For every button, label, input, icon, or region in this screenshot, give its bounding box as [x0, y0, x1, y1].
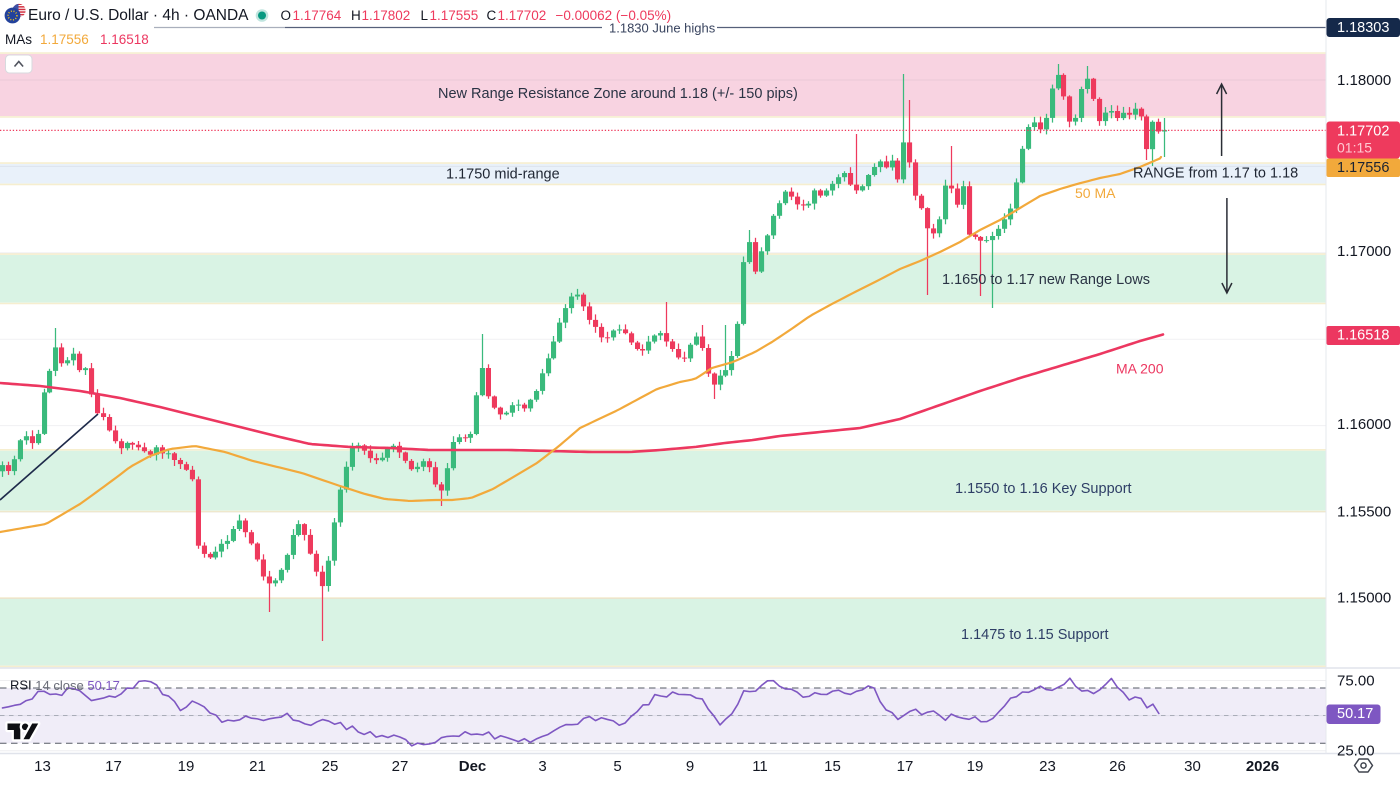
svg-text:RSI 14 close 50.17: RSI 14 close 50.17: [10, 678, 120, 693]
svg-text:19: 19: [967, 758, 984, 775]
svg-text:01:15: 01:15: [1337, 140, 1372, 156]
svg-text:MA 200: MA 200: [1116, 361, 1164, 377]
svg-text:MAs: MAs: [5, 32, 32, 47]
svg-text:1.18000: 1.18000: [1337, 72, 1391, 89]
svg-text:21: 21: [249, 758, 266, 775]
svg-text:Dec: Dec: [459, 758, 487, 775]
svg-text:Euro / U.S. Dollar · 4h · OAND: Euro / U.S. Dollar · 4h · OANDA: [28, 7, 249, 24]
svg-text:26: 26: [1109, 758, 1126, 775]
svg-text:1.17000: 1.17000: [1337, 243, 1391, 260]
svg-text:11: 11: [752, 758, 768, 775]
svg-text:1.1475 to 1.15 Support: 1.1475 to 1.15 Support: [961, 627, 1109, 643]
svg-text:30: 30: [1184, 758, 1201, 775]
svg-text:−0.00062 (−0.05%): −0.00062 (−0.05%): [556, 8, 672, 23]
svg-text:1.16518: 1.16518: [100, 32, 149, 47]
svg-text:1.1650 to 1.17 new Range Lows: 1.1650 to 1.17 new Range Lows: [942, 272, 1150, 288]
svg-text:25: 25: [322, 758, 339, 775]
svg-text:15: 15: [824, 758, 841, 775]
svg-text:13: 13: [34, 758, 51, 775]
svg-text:27: 27: [392, 758, 409, 775]
svg-text:75.00: 75.00: [1337, 673, 1375, 690]
svg-text:1.17555: 1.17555: [430, 8, 479, 23]
svg-text:C: C: [487, 8, 497, 23]
svg-text:New Range Resistance Zone arou: New Range Resistance Zone around 1.18 (+…: [438, 86, 798, 102]
svg-text:1.1750 mid-range: 1.1750 mid-range: [446, 167, 560, 183]
svg-text:1.17556: 1.17556: [1337, 160, 1389, 176]
svg-text:1.16518: 1.16518: [1337, 328, 1389, 344]
svg-text:1.17702: 1.17702: [1337, 124, 1389, 140]
svg-text:L: L: [421, 8, 429, 23]
svg-text:1.18303: 1.18303: [1337, 20, 1389, 36]
svg-text:O: O: [281, 8, 292, 23]
svg-text:50.17: 50.17: [1337, 706, 1373, 722]
svg-text:50 MA: 50 MA: [1075, 185, 1116, 201]
svg-text:1.1550 to 1.16 Key Support: 1.1550 to 1.16 Key Support: [955, 481, 1132, 497]
svg-text:1.17802: 1.17802: [362, 8, 411, 23]
svg-text:3: 3: [538, 758, 546, 775]
svg-text:1.15000: 1.15000: [1337, 590, 1391, 607]
svg-text:19: 19: [178, 758, 195, 775]
svg-text:17: 17: [897, 758, 914, 775]
svg-text:25.00: 25.00: [1337, 743, 1375, 760]
svg-text:1.17556: 1.17556: [40, 32, 89, 47]
svg-text:1.16000: 1.16000: [1337, 416, 1391, 433]
svg-text:H: H: [351, 8, 361, 23]
svg-text:5: 5: [613, 758, 621, 775]
svg-text:RANGE from 1.17 to 1.18: RANGE from 1.17 to 1.18: [1133, 166, 1298, 182]
svg-text:1.17702: 1.17702: [498, 8, 547, 23]
svg-text:9: 9: [686, 758, 694, 775]
svg-text:1.15500: 1.15500: [1337, 504, 1391, 521]
svg-text:17: 17: [105, 758, 122, 775]
svg-text:1.17764: 1.17764: [293, 8, 342, 23]
svg-text:2026: 2026: [1246, 758, 1279, 775]
svg-text:23: 23: [1039, 758, 1056, 775]
